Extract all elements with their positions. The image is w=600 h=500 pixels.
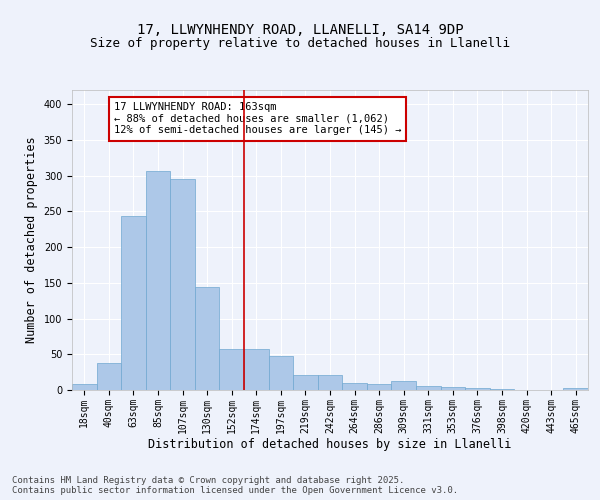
Bar xyxy=(121,216,146,390)
Bar xyxy=(318,375,342,390)
Bar xyxy=(342,383,367,390)
Bar xyxy=(465,388,490,390)
Bar xyxy=(269,356,293,390)
Bar xyxy=(170,180,195,390)
Bar xyxy=(244,350,269,390)
Bar xyxy=(440,387,465,390)
Text: Contains HM Land Registry data © Crown copyright and database right 2025.
Contai: Contains HM Land Registry data © Crown c… xyxy=(12,476,458,495)
Bar xyxy=(72,384,97,390)
Y-axis label: Number of detached properties: Number of detached properties xyxy=(25,136,38,344)
Bar xyxy=(195,287,220,390)
Text: Size of property relative to detached houses in Llanelli: Size of property relative to detached ho… xyxy=(90,38,510,51)
Bar xyxy=(416,386,440,390)
Text: 17 LLWYNHENDY ROAD: 163sqm
← 88% of detached houses are smaller (1,062)
12% of s: 17 LLWYNHENDY ROAD: 163sqm ← 88% of deta… xyxy=(114,102,401,136)
Bar xyxy=(293,375,318,390)
Bar xyxy=(146,170,170,390)
Text: 17, LLWYNHENDY ROAD, LLANELLI, SA14 9DP: 17, LLWYNHENDY ROAD, LLANELLI, SA14 9DP xyxy=(137,22,463,36)
Bar xyxy=(220,350,244,390)
Bar xyxy=(97,363,121,390)
Bar xyxy=(367,384,391,390)
Bar xyxy=(563,388,588,390)
Bar xyxy=(391,382,416,390)
X-axis label: Distribution of detached houses by size in Llanelli: Distribution of detached houses by size … xyxy=(148,438,512,452)
